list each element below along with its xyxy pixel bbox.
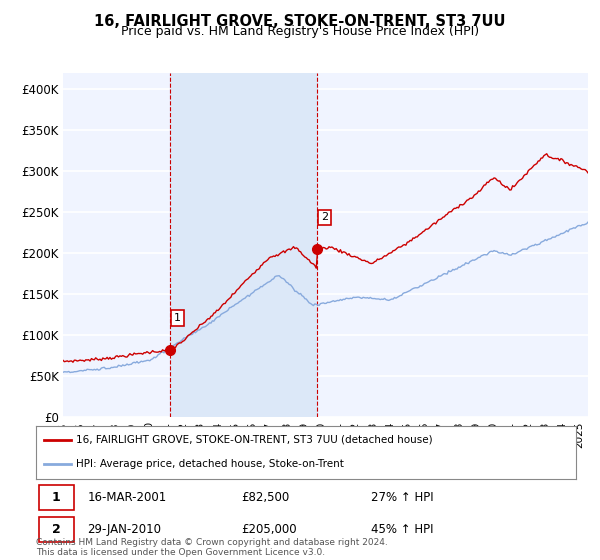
Text: £82,500: £82,500 <box>241 491 289 504</box>
FancyBboxPatch shape <box>39 517 74 542</box>
Text: 27% ↑ HPI: 27% ↑ HPI <box>371 491 433 504</box>
Text: Price paid vs. HM Land Registry's House Price Index (HPI): Price paid vs. HM Land Registry's House … <box>121 25 479 38</box>
Text: Contains HM Land Registry data © Crown copyright and database right 2024.
This d: Contains HM Land Registry data © Crown c… <box>36 538 388 557</box>
Text: 1: 1 <box>52 491 61 504</box>
Bar <box>170 73 317 417</box>
Text: 29-JAN-2010: 29-JAN-2010 <box>88 523 161 536</box>
Text: 16, FAIRLIGHT GROVE, STOKE-ON-TRENT, ST3 7UU (detached house): 16, FAIRLIGHT GROVE, STOKE-ON-TRENT, ST3… <box>77 435 433 445</box>
Text: 16-MAR-2001: 16-MAR-2001 <box>88 491 167 504</box>
Text: HPI: Average price, detached house, Stoke-on-Trent: HPI: Average price, detached house, Stok… <box>77 459 344 469</box>
Text: 2: 2 <box>52 523 61 536</box>
Text: 2: 2 <box>321 212 328 222</box>
Text: 45% ↑ HPI: 45% ↑ HPI <box>371 523 433 536</box>
Text: 16, FAIRLIGHT GROVE, STOKE-ON-TRENT, ST3 7UU: 16, FAIRLIGHT GROVE, STOKE-ON-TRENT, ST3… <box>94 14 506 29</box>
Text: £205,000: £205,000 <box>241 523 297 536</box>
FancyBboxPatch shape <box>39 485 74 510</box>
Text: 1: 1 <box>174 313 181 323</box>
